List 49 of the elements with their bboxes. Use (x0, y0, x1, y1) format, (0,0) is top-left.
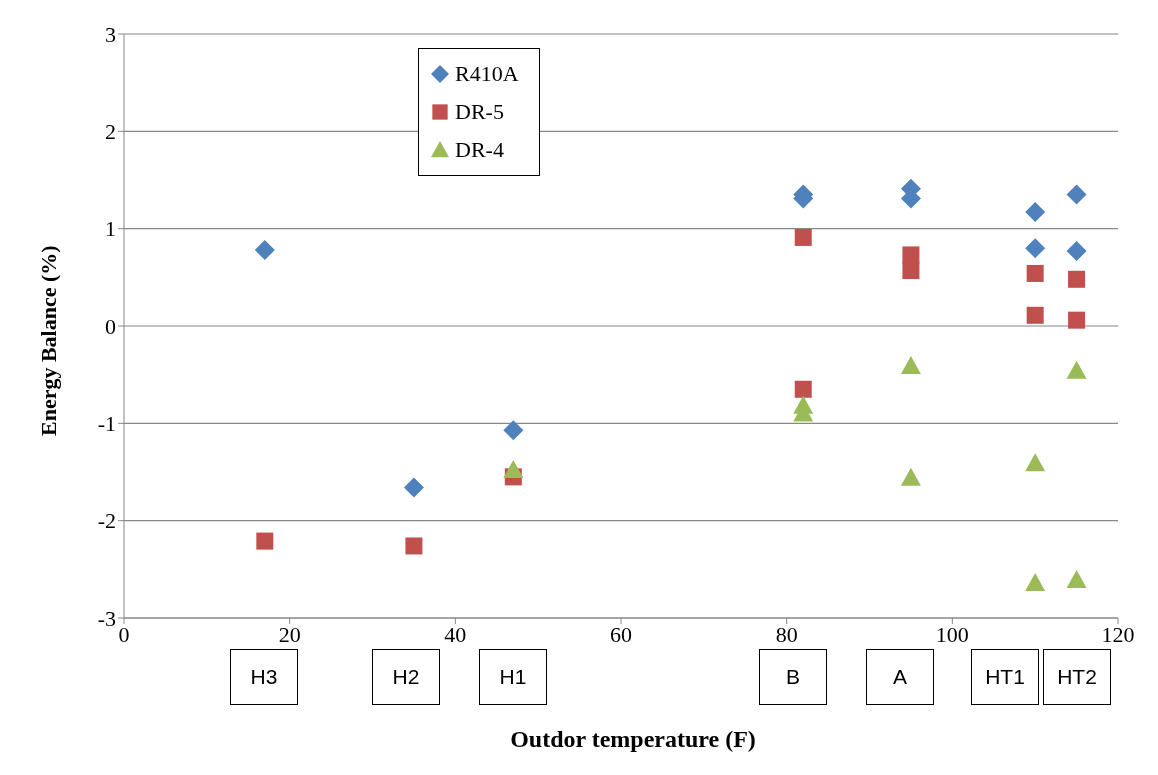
y-tick-label: 3 (105, 21, 116, 47)
text: A (866, 649, 934, 705)
y-tick-label: 0 (105, 313, 116, 339)
legend-label: DR-5 (455, 98, 504, 126)
point (1066, 241, 1087, 262)
point (902, 246, 920, 264)
text: H1 (479, 649, 547, 705)
point (794, 228, 812, 246)
point (1066, 184, 1087, 205)
point (902, 262, 920, 280)
point (900, 467, 921, 486)
point (1026, 306, 1044, 324)
point (1066, 360, 1087, 379)
legend-label: R410A (455, 60, 519, 88)
point (403, 477, 424, 498)
point (1026, 264, 1044, 282)
point (1025, 572, 1046, 591)
text: B (759, 649, 827, 705)
point (1025, 238, 1046, 259)
x-tick-label: 20 (278, 621, 301, 647)
x-tick-label: 80 (775, 621, 798, 647)
x-tick-label: 120 (1101, 621, 1135, 647)
point (405, 537, 423, 555)
legend-label: DR-4 (455, 136, 504, 164)
point (256, 532, 274, 550)
point (1025, 202, 1046, 223)
point (900, 355, 921, 374)
y-tick-label: -1 (97, 411, 116, 437)
y-tick-label: 2 (105, 119, 116, 145)
y-axis-title: Energy Balance (%) (35, 245, 61, 436)
point (1066, 570, 1087, 589)
point (1025, 453, 1046, 472)
x-tick-label: 100 (935, 621, 969, 647)
y-tick-label: -3 (97, 605, 116, 631)
point (1068, 311, 1086, 329)
y-tick-label: -2 (97, 508, 116, 534)
y-tick-label: 1 (105, 216, 116, 242)
text: HT1 (971, 649, 1039, 705)
text: H2 (372, 649, 440, 705)
point (1068, 270, 1086, 288)
point (254, 240, 275, 261)
x-tick-label: 60 (610, 621, 632, 647)
x-axis-title: Outdor temperature (F) (509, 726, 757, 753)
point (503, 460, 524, 479)
x-tick-label: 40 (444, 621, 467, 647)
text: H3 (230, 649, 298, 705)
point (794, 380, 812, 398)
text: HT2 (1043, 649, 1111, 705)
point (503, 420, 524, 441)
